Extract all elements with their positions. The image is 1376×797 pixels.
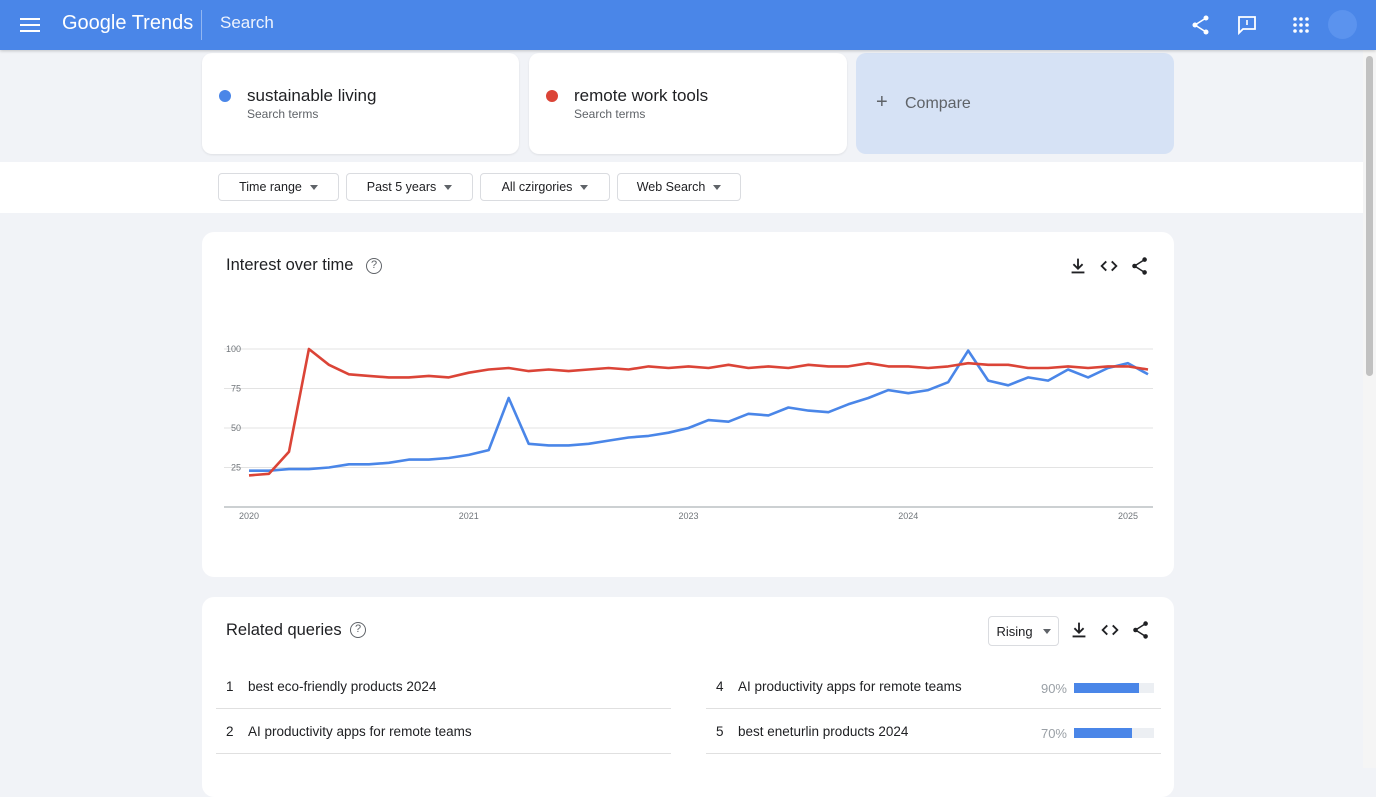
compare-label: Compare xyxy=(905,95,971,112)
query-link[interactable]: AI productivity apps for remote teams xyxy=(248,724,472,739)
share-icon[interactable] xyxy=(1129,255,1151,277)
percent-bar xyxy=(1074,728,1154,738)
top-bar: Google Trends Search xyxy=(0,0,1376,50)
x-tick-label: 2025 xyxy=(1118,511,1138,521)
rank: 1 xyxy=(226,679,234,694)
y-tick-label: 50 xyxy=(231,423,241,433)
rising-dropdown[interactable]: Rising xyxy=(988,616,1059,646)
download-icon[interactable] xyxy=(1067,255,1089,277)
share-icon[interactable] xyxy=(1130,619,1152,641)
caret-down-icon xyxy=(444,184,453,190)
search-label[interactable]: Search xyxy=(220,13,274,32)
divider xyxy=(201,10,202,40)
rank: 5 xyxy=(716,724,724,739)
compare-button[interactable]: + Compare xyxy=(856,53,1174,154)
category-dropdown[interactable]: All czirgories xyxy=(480,173,610,201)
label: Web Search xyxy=(636,180,706,194)
query-row[interactable]: 2 AI productivity apps for remote teams xyxy=(216,710,671,754)
caret-down-icon xyxy=(580,184,589,190)
plus-icon: + xyxy=(876,91,888,113)
related-queries-panel: Related queries ? Rising 1 best eco-frien… xyxy=(202,597,1174,797)
label: All czirgories xyxy=(501,180,573,194)
label: Past 5 years xyxy=(366,180,437,194)
scrollbar[interactable] xyxy=(1363,50,1376,768)
panel-title: Interest over time xyxy=(226,256,354,274)
query-link[interactable]: AI productivity apps for remote teams xyxy=(738,679,962,694)
x-tick-label: 2024 xyxy=(898,511,918,521)
caret-down-icon xyxy=(713,184,722,190)
avatar[interactable] xyxy=(1328,10,1357,39)
series-line-1 xyxy=(249,349,1149,472)
help-icon[interactable]: ? xyxy=(366,258,382,274)
embed-code-icon[interactable] xyxy=(1098,255,1120,277)
scrollbar-thumb[interactable] xyxy=(1366,56,1373,376)
caret-down-icon xyxy=(309,184,318,190)
y-tick-label: 100 xyxy=(226,344,241,354)
panel-title: Related queries xyxy=(226,621,342,639)
brand-logo[interactable]: Google Trends xyxy=(62,12,194,34)
query-row[interactable]: 5 best eneturlin products 2024 70% xyxy=(706,710,1161,754)
percent-bar-fill xyxy=(1074,728,1132,738)
term-card-1[interactable]: sustainable living Search terms xyxy=(202,53,519,154)
percent-value: 70% xyxy=(1040,726,1067,741)
term-type: Search terms xyxy=(574,107,646,121)
y-tick-label: 75 xyxy=(231,384,241,394)
series-line-2 xyxy=(248,347,1149,477)
percent-value: 90% xyxy=(1040,681,1067,696)
label: Rising xyxy=(996,623,1033,639)
x-tick-label: 2020 xyxy=(239,511,259,521)
y-tick-label: 25 xyxy=(231,463,241,473)
x-tick-label: 2023 xyxy=(678,511,698,521)
query-link[interactable]: best eneturlin products 2024 xyxy=(738,724,909,739)
term-color-dot xyxy=(219,90,231,102)
interest-over-time-panel: Interest over time ? 25 50 75 100 2020 2021 20… xyxy=(202,232,1174,577)
rank: 4 xyxy=(716,679,724,694)
period-dropdown[interactable]: Past 5 years xyxy=(346,173,473,201)
download-icon[interactable] xyxy=(1068,619,1090,641)
apps-grid-icon[interactable] xyxy=(1289,13,1313,37)
caret-down-icon xyxy=(1042,628,1051,634)
interest-chart: 25 50 75 100 2020 2021 2023 2024 2025 xyxy=(224,344,1153,521)
term-card-2[interactable]: remote work tools Search terms xyxy=(529,53,847,154)
help-icon[interactable]: ? xyxy=(350,622,366,638)
query-link[interactable]: best eco-friendly products 2024 xyxy=(248,679,437,694)
x-tick-label: 2021 xyxy=(459,511,479,521)
rank: 2 xyxy=(226,724,234,739)
search-type-dropdown[interactable]: Web Search xyxy=(617,173,741,201)
label: Time range xyxy=(239,180,302,194)
filter-bar: Time range Past 5 years All czirgories W… xyxy=(0,162,1363,213)
term-color-dot xyxy=(546,90,558,102)
embed-code-icon[interactable] xyxy=(1099,619,1121,641)
time-range-dropdown[interactable]: Time range xyxy=(218,173,339,201)
menu-icon[interactable] xyxy=(20,14,40,36)
query-row[interactable]: 4 AI productivity apps for remote teams 90… xyxy=(706,665,1161,709)
term-name: sustainable living xyxy=(247,86,377,105)
query-row[interactable]: 1 best eco-friendly products 2024 xyxy=(216,665,671,709)
term-type: Search terms xyxy=(247,107,319,121)
feedback-icon[interactable] xyxy=(1235,13,1259,37)
share-icon[interactable] xyxy=(1189,13,1213,37)
percent-bar-fill xyxy=(1074,683,1139,693)
term-name: remote work tools xyxy=(574,86,709,105)
percent-bar xyxy=(1074,683,1154,693)
